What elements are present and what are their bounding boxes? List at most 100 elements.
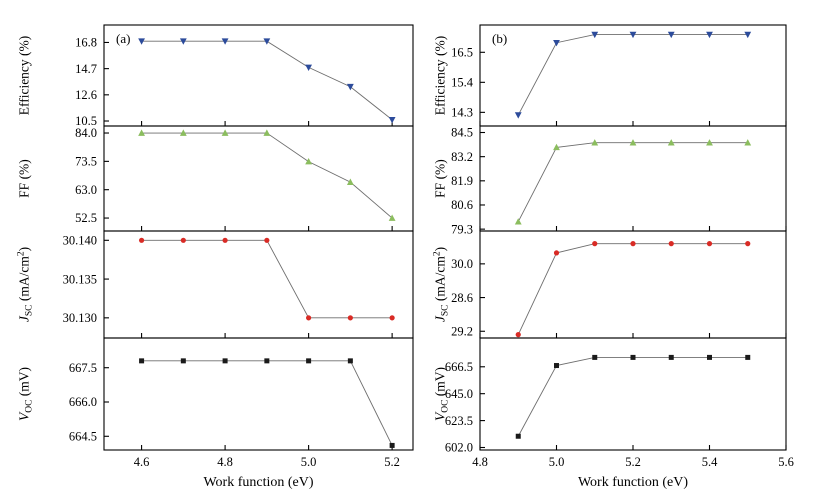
- subplot-b-voc: 666.5 645.0 623.5 602.04.8 5.0 5.2 5.4 5.6 VOC (…: [433, 337, 794, 469]
- data-point-marker: [667, 139, 675, 146]
- data-point-marker: [745, 354, 751, 360]
- data-point-marker: [667, 31, 675, 39]
- y-tick-label: 81.9: [451, 174, 473, 188]
- y-tick-label: 645.0: [445, 387, 473, 401]
- data-point-marker: [668, 241, 674, 247]
- y-tick-label: 79.3: [451, 222, 473, 236]
- data-point-marker: [138, 129, 145, 136]
- data-point-marker: [389, 315, 395, 321]
- y-tick-label: 14.3: [451, 106, 473, 120]
- data-point-marker: [346, 178, 354, 185]
- y-tick-label: 664.5: [69, 429, 97, 443]
- data-point-marker: [514, 112, 522, 119]
- series-line: [517, 243, 748, 335]
- x-tick-label: 4.8: [217, 455, 233, 469]
- x-tick-label: 5.2: [384, 455, 400, 469]
- data-point-marker: [707, 354, 712, 360]
- data-point-marker: [179, 38, 187, 45]
- y-tick-label: 30.0: [451, 257, 473, 271]
- data-point-marker: [668, 354, 674, 360]
- y-tick-label: 15.4: [451, 76, 474, 90]
- y-axis-label: VOC (mV): [17, 367, 35, 421]
- data-point-marker: [263, 129, 271, 136]
- data-point-marker: [264, 237, 270, 243]
- data-point-marker: [515, 332, 521, 338]
- data-point-marker: [744, 31, 752, 39]
- y-tick-label: 30.135: [63, 272, 97, 286]
- y-tick-label: 29.2: [451, 324, 473, 338]
- x-tick-label: 5.6: [778, 455, 794, 469]
- data-point-marker: [745, 241, 751, 247]
- y-tick-label: 73.5: [75, 155, 97, 169]
- series-line: [141, 40, 393, 121]
- panel-letter: (a): [116, 31, 130, 46]
- data-point-marker: [592, 241, 598, 247]
- subplot-a-ff: 84.0 73.5 63.0 52.5 FF (%): [17, 125, 414, 232]
- y-tick-label: 52.5: [75, 211, 97, 225]
- x-axis-label: Work function (eV): [203, 475, 313, 490]
- data-point-marker: [179, 129, 187, 136]
- data-point-marker: [629, 31, 637, 39]
- y-tick-label: 12.6: [75, 88, 97, 102]
- data-point-marker: [263, 38, 271, 45]
- y-tick-label: 14.7: [75, 62, 97, 76]
- x-tick-label: 5.2: [625, 455, 641, 469]
- panel-border: [479, 337, 787, 451]
- data-point-marker: [305, 64, 313, 71]
- y-tick-label: 16.8: [75, 36, 97, 50]
- subplot-a-voc: 667.5 666.0 664.5 4.6 4.8 5.0 5.2 VOC (mV): [17, 337, 414, 469]
- data-point-marker: [744, 139, 752, 146]
- panel-border: [103, 24, 414, 127]
- series-line: [141, 360, 393, 446]
- y-tick-label: 30.140: [63, 234, 97, 248]
- data-point-marker: [138, 237, 145, 243]
- x-axis-label: Work function (eV): [578, 475, 688, 490]
- y-axis-label: VOC (mV): [433, 367, 451, 421]
- y-tick-label: 80.6: [451, 198, 473, 212]
- y-axis-label: JSC (mA/cm2): [433, 247, 451, 322]
- data-point-marker: [389, 442, 395, 448]
- data-point-marker: [264, 358, 270, 364]
- y-axis-label: Efficiency (%): [17, 36, 32, 116]
- data-point-marker: [706, 31, 713, 39]
- data-point-marker: [553, 143, 560, 151]
- panel-border: [479, 24, 787, 127]
- data-point-marker: [630, 241, 636, 247]
- y-tick-label: 63.0: [75, 183, 97, 197]
- data-point-marker: [553, 39, 560, 47]
- data-point-marker: [221, 129, 229, 136]
- data-point-marker: [180, 358, 186, 364]
- data-point-marker: [706, 241, 713, 247]
- y-axis-label: FF (%): [433, 159, 448, 198]
- x-tick-label: 5.0: [549, 455, 565, 469]
- panel-border: [479, 230, 787, 339]
- series-line: [517, 142, 748, 222]
- data-point-marker: [306, 315, 312, 321]
- y-axis-label: JSC (mA/cm2): [17, 247, 35, 322]
- y-axis-label: FF (%): [17, 159, 32, 198]
- x-tick-label: 5.0: [301, 455, 317, 469]
- data-point-marker: [388, 116, 396, 124]
- subplot-a-jsc: 30.140 30.135 30.130 JSC (mA/cm2): [17, 230, 414, 339]
- subplot-b-ff: 84.5 83.2 81.9 80.6 79.3 FF (%): [433, 125, 787, 236]
- data-point-marker: [222, 358, 228, 364]
- x-tick-label: 5.4: [702, 455, 718, 469]
- series-line: [517, 34, 748, 116]
- y-tick-label: 30.130: [63, 311, 97, 325]
- data-point-marker: [305, 158, 313, 165]
- y-tick-label: 16.5: [451, 45, 473, 59]
- data-point-marker: [138, 38, 145, 45]
- panel-border: [103, 125, 414, 232]
- data-point-marker: [306, 358, 312, 364]
- y-tick-label: 83.2: [451, 150, 473, 164]
- data-point-marker: [180, 237, 186, 243]
- y-tick-label: 666.0: [69, 395, 97, 409]
- data-point-marker: [553, 250, 560, 256]
- x-tick-label: 4.8: [472, 455, 488, 469]
- y-tick-label: 84.5: [451, 126, 473, 140]
- y-axis-label: Efficiency (%): [433, 36, 448, 116]
- panel-letter: (b): [492, 31, 507, 46]
